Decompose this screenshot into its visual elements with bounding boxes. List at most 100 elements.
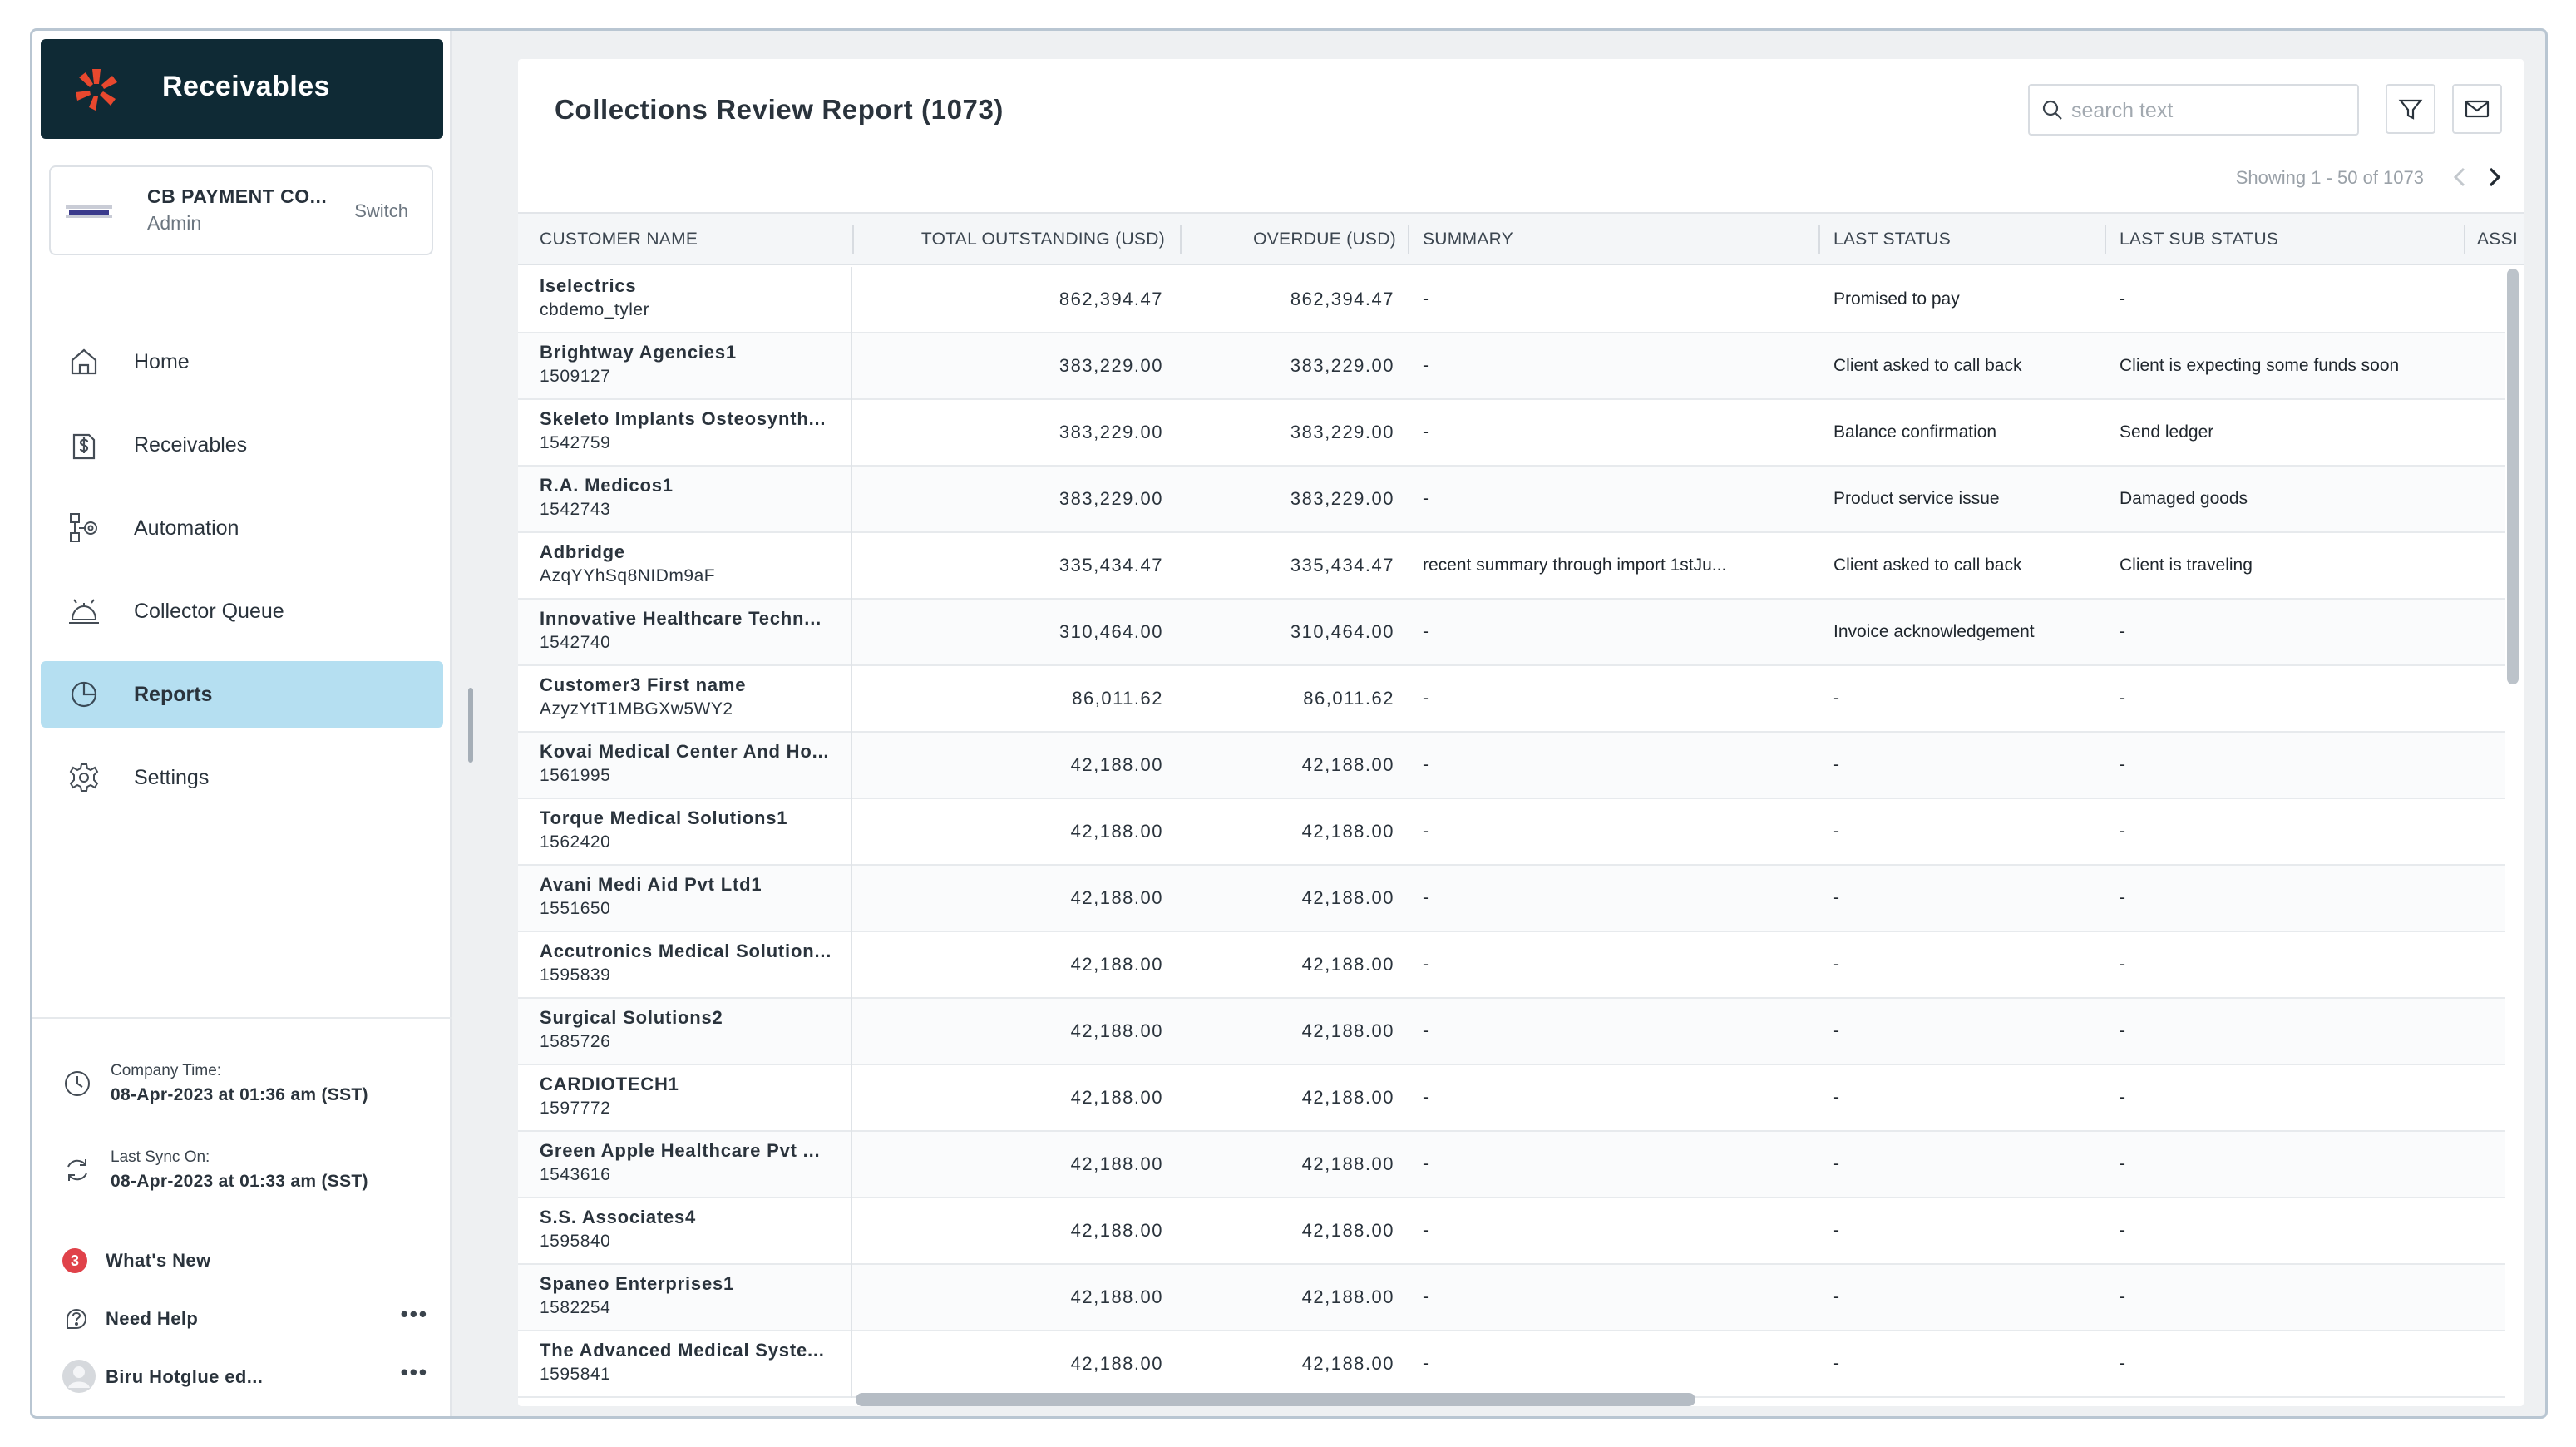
table-row[interactable]: Brightway Agencies1 1509127 383,229.00 383,… (518, 333, 2505, 400)
filter-button[interactable] (2386, 84, 2435, 134)
table-row[interactable]: Kovai Medical Center And Ho... 1561995 42,… (518, 733, 2505, 799)
column-resize-handle[interactable] (1408, 225, 1409, 254)
table-row[interactable]: CARDIOTECH1 1597772 42,188.00 42,188.00 - - - (518, 1065, 2505, 1132)
customer-cell[interactable]: Accutronics Medical Solution... 1595839 (518, 932, 852, 999)
customer-name[interactable]: Adbridge (540, 541, 625, 562)
customer-name[interactable]: Spaneo Enterprises1 (540, 1273, 735, 1294)
email-button[interactable] (2452, 84, 2502, 134)
customer-cell[interactable]: Brightway Agencies1 1509127 (518, 333, 852, 400)
table-row[interactable]: Adbridge AzqYYhSq8NIDm9aF 335,434.47 335,43… (518, 533, 2505, 600)
customer-name[interactable]: Torque Medical Solutions1 (540, 807, 788, 828)
table-row[interactable]: Torque Medical Solutions1 1562420 42,188.0… (518, 799, 2505, 866)
search-field[interactable] (2028, 84, 2359, 136)
customer-cell[interactable]: Avani Medi Aid Pvt Ltd1 1551650 (518, 866, 852, 932)
table-row[interactable]: R.A. Medicos1 1542743 383,229.00 383,229.00… (518, 467, 2505, 533)
customer-name[interactable]: Kovai Medical Center And Ho... (540, 741, 830, 762)
column-header-summary[interactable]: SUMMARY (1423, 230, 1514, 249)
customer-cell[interactable]: Green Apple Healthcare Pvt ... 1543616 (518, 1132, 852, 1198)
table-row[interactable]: Innovative Healthcare Techn... 1542740 310… (518, 600, 2505, 666)
column-resize-handle[interactable] (1180, 225, 1182, 254)
company-switcher[interactable]: CB PAYMENT CO... Admin Switch (49, 165, 433, 255)
last-sub-status-cell: - (2120, 1021, 2125, 1040)
column-header-last-status[interactable]: LAST STATUS (1833, 230, 1951, 249)
whats-new[interactable]: 3 What's New (62, 1243, 428, 1277)
need-help-more-icon[interactable]: ••• (400, 1301, 428, 1326)
column-header-assigned[interactable]: ASSI (2477, 230, 2519, 249)
column-header-last-sub-status[interactable]: LAST SUB STATUS (2120, 230, 2279, 249)
customer-cell[interactable]: Surgical Solutions2 1585726 (518, 999, 852, 1065)
customer-name[interactable]: Customer3 First name (540, 674, 747, 695)
customer-cell[interactable]: Torque Medical Solutions1 1562420 (518, 799, 852, 866)
customer-name[interactable]: CARDIOTECH1 (540, 1074, 679, 1094)
customer-cell[interactable]: Adbridge AzqYYhSq8NIDm9aF (518, 533, 852, 600)
customer-name[interactable]: Accutronics Medical Solution... (540, 941, 832, 961)
customer-name[interactable]: R.A. Medicos1 (540, 475, 674, 496)
user-more-icon[interactable]: ••• (400, 1360, 428, 1385)
column-resize-handle[interactable] (852, 225, 854, 254)
table-row[interactable]: Customer3 First name AzyzYtT1MBGXw5WY2 86,… (518, 666, 2505, 733)
vertical-scrollbar[interactable] (2507, 269, 2519, 684)
customer-cell[interactable]: Innovative Healthcare Techn... 1542740 (518, 600, 852, 666)
sync-icon[interactable] (62, 1155, 92, 1185)
table-row[interactable]: Skeleto Implants Osteosynth... 1542759 383… (518, 400, 2505, 467)
customer-name[interactable]: The Advanced Medical Syste... (540, 1340, 825, 1361)
customer-name[interactable]: Skeleto Implants Osteosynth... (540, 408, 827, 429)
column-resize-handle[interactable] (2105, 225, 2106, 254)
table-row[interactable]: Avani Medi Aid Pvt Ltd1 1551650 42,188.00 4… (518, 866, 2505, 932)
nav-item-receivables[interactable]: Receivables (41, 412, 443, 478)
last-status-cell: - (1833, 955, 1839, 974)
last-status-cell: - (1833, 689, 1839, 708)
summary-cell: - (1423, 1154, 1429, 1173)
customer-name[interactable]: Innovative Healthcare Techn... (540, 608, 822, 629)
customer-name[interactable]: Surgical Solutions2 (540, 1007, 723, 1028)
customer-cell[interactable]: Spaneo Enterprises1 1582254 (518, 1265, 852, 1331)
column-header-overdue[interactable]: OVERDUE (USD) (1253, 230, 1396, 249)
table-row[interactable]: Spaneo Enterprises1 1582254 42,188.00 42,18… (518, 1265, 2505, 1331)
nav-item-automation[interactable]: Automation (41, 495, 443, 561)
nav-item-reports[interactable]: Reports (41, 661, 443, 728)
last-sync-label: Last Sync On: (111, 1148, 210, 1166)
customer-cell[interactable]: Kovai Medical Center And Ho... 1561995 (518, 733, 852, 799)
summary-cell: - (1423, 289, 1429, 309)
customer-cell[interactable]: Skeleto Implants Osteosynth... 1542759 (518, 400, 852, 467)
customer-name[interactable]: Iselectrics (540, 275, 637, 296)
nav-item-collector-queue[interactable]: Collector Queue (41, 578, 443, 644)
previous-page-button[interactable] (2445, 162, 2474, 192)
customer-name[interactable]: Green Apple Healthcare Pvt ... (540, 1140, 821, 1161)
customer-id: 1562420 (540, 832, 611, 852)
column-resize-handle[interactable] (2464, 225, 2465, 254)
customer-cell[interactable]: Customer3 First name AzyzYtT1MBGXw5WY2 (518, 666, 852, 733)
whats-new-badge: 3 (62, 1248, 87, 1273)
table-row[interactable]: The Advanced Medical Syste... 1595841 42,1… (518, 1331, 2505, 1398)
customer-cell[interactable]: Iselectrics cbdemo_tyler (518, 267, 852, 333)
search-input[interactable] (2071, 94, 2346, 127)
table-row[interactable]: Surgical Solutions2 1585726 42,188.00 42,18… (518, 999, 2505, 1065)
table-row[interactable]: Green Apple Healthcare Pvt ... 1543616 42,… (518, 1132, 2505, 1198)
customer-name[interactable]: S.S. Associates4 (540, 1207, 697, 1227)
need-help[interactable]: Need Help ••• (62, 1301, 428, 1335)
user-menu[interactable]: Biru Hotglue ed... ••• (62, 1360, 428, 1393)
table-row[interactable]: Accutronics Medical Solution... 1595839 42… (518, 932, 2505, 999)
table-row[interactable]: S.S. Associates4 1595840 42,188.00 42,188.0… (518, 1198, 2505, 1265)
column-header-total-outstanding[interactable]: TOTAL OUTSTANDING (USD) (920, 230, 1165, 249)
switch-company-link[interactable]: Switch (354, 200, 408, 221)
customer-cell[interactable]: CARDIOTECH1 1597772 (518, 1065, 852, 1132)
column-resize-handle[interactable] (1818, 225, 1820, 254)
sidebar-resize-handle[interactable] (468, 688, 473, 763)
customer-cell[interactable]: R.A. Medicos1 1542743 (518, 467, 852, 533)
nav-label: Home (134, 350, 190, 373)
customer-cell[interactable]: S.S. Associates4 1595840 (518, 1198, 852, 1265)
table-row[interactable]: Iselectrics cbdemo_tyler 862,394.47 862,394… (518, 267, 2505, 333)
last-sub-status-cell: - (2120, 1287, 2125, 1306)
column-header-customer-name[interactable]: CUSTOMER NAME (540, 230, 698, 249)
customer-name[interactable]: Brightway Agencies1 (540, 342, 737, 363)
next-page-button[interactable] (2480, 162, 2509, 192)
horizontal-scrollbar[interactable] (856, 1393, 1695, 1406)
customer-name[interactable]: Avani Medi Aid Pvt Ltd1 (540, 874, 762, 895)
nav-label: Settings (134, 766, 210, 789)
nav-item-settings[interactable]: Settings (41, 744, 443, 811)
brand-header[interactable]: Receivables (41, 39, 443, 139)
customer-cell[interactable]: The Advanced Medical Syste... 1595841 (518, 1331, 852, 1398)
customer-id: 1595841 (540, 1365, 611, 1384)
nav-item-home[interactable]: Home (41, 328, 443, 395)
